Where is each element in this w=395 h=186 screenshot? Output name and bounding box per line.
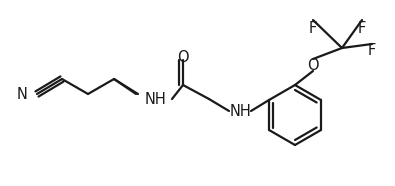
Text: F: F [368,42,376,57]
Text: O: O [307,57,319,73]
Text: NH: NH [144,92,166,107]
Text: F: F [309,20,317,36]
Text: NH: NH [229,103,251,118]
Text: N: N [17,86,27,102]
Text: F: F [358,20,366,36]
Text: O: O [177,49,189,65]
